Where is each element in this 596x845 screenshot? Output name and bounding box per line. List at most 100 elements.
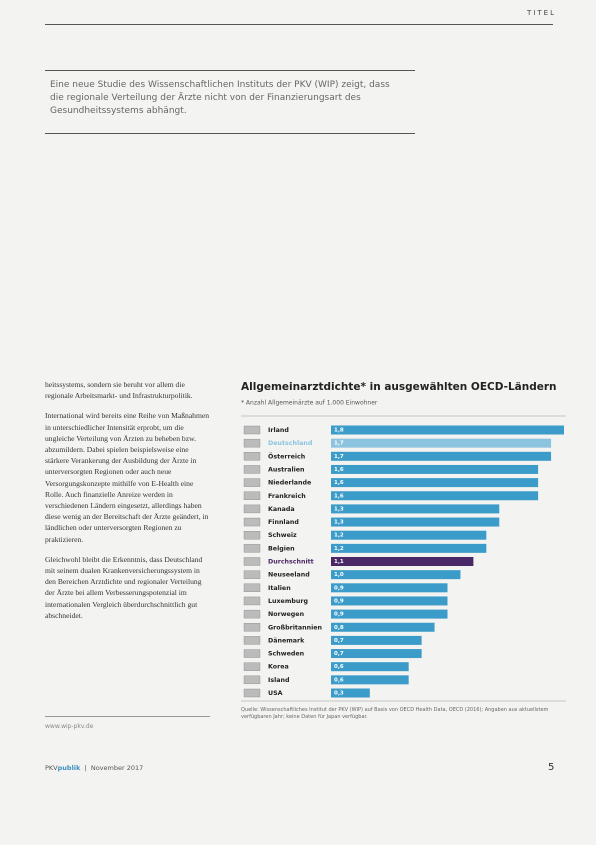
- body-text: heitssystems, sondern sie beruht vor all…: [45, 379, 210, 630]
- flag-icon: [243, 570, 261, 579]
- value-label: 0,3: [334, 691, 344, 697]
- value-label: 1,6: [334, 480, 344, 486]
- category-label: Deutschland: [268, 440, 312, 447]
- flag-icon: [243, 478, 261, 487]
- rule: [45, 24, 553, 25]
- value-label: 0,7: [334, 651, 344, 657]
- value-label: 1,2: [334, 533, 344, 539]
- flag-icon: [243, 623, 261, 632]
- value-label: 0,6: [334, 664, 344, 670]
- bar: [331, 504, 500, 514]
- category-label: Großbritannien: [268, 624, 322, 631]
- value-label: 0,9: [334, 585, 344, 591]
- section-label: TITEL: [527, 9, 556, 17]
- flag-icon: [243, 596, 261, 606]
- category-label: Frankreich: [268, 493, 306, 500]
- bar: [331, 557, 474, 566]
- category-label: Neuseeland: [268, 572, 310, 579]
- flag-icon: [243, 583, 261, 592]
- category-label: Korea: [268, 664, 289, 671]
- flag-icon: [243, 609, 261, 619]
- category-label: Finnland: [268, 519, 299, 526]
- bar: [331, 583, 448, 593]
- paragraph: heitssystems, sondern sie beruht vor all…: [45, 380, 193, 401]
- value-label: 1,7: [334, 454, 344, 460]
- chart-title: Allgemeinarztdichte* in ausgewählten OEC…: [241, 381, 557, 393]
- paragraph: International wird bereits eine Reihe vo…: [45, 411, 210, 544]
- value-label: 1,6: [334, 467, 344, 473]
- value-label: 0,9: [334, 612, 344, 618]
- brand-prefix: PKV: [45, 764, 58, 772]
- flag-icon: [243, 675, 261, 685]
- intro: Eine neue Studie des Wissenschaftlichen …: [50, 80, 390, 116]
- bar: [331, 438, 552, 448]
- bar: [331, 649, 422, 659]
- bar: [331, 491, 539, 501]
- page-number: 5: [548, 762, 555, 773]
- footer: PKVpublik | November 2017: [45, 764, 144, 772]
- category-label: Italien: [268, 585, 291, 592]
- rule: [45, 70, 415, 71]
- rule: [45, 716, 210, 717]
- chart-subtitle: * Anzahl Allgemeinärzte auf 1.000 Einwoh…: [241, 400, 378, 407]
- flag-icon: [243, 491, 261, 500]
- issue: November 2017: [90, 764, 144, 772]
- bar: [331, 635, 422, 645]
- bar: [331, 570, 461, 580]
- link[interactable]: www.wip-pkv.de: [45, 723, 94, 730]
- bar: [331, 478, 539, 488]
- category-label: Schweiz: [268, 532, 297, 539]
- category-label: USA: [268, 690, 283, 697]
- category-label: Niederlande: [268, 480, 311, 487]
- flag-icon: [243, 504, 261, 514]
- rule: [45, 133, 415, 134]
- flag-icon: [243, 662, 261, 671]
- value-label: 1,7: [334, 441, 344, 447]
- category-label: Belgien: [268, 545, 295, 552]
- flag-icon: [243, 425, 261, 435]
- bar: [331, 425, 564, 435]
- bar: [331, 622, 435, 632]
- category-label: Irland: [268, 427, 289, 434]
- source-box: Quelle: Wissenschaftliches Institut der …: [241, 707, 549, 720]
- flag-icon: [243, 531, 261, 540]
- value-label: 1,1: [334, 559, 344, 565]
- category-label: Schweden: [268, 651, 304, 658]
- value-label: 1,3: [334, 520, 344, 526]
- category-label: Dänemark: [268, 637, 305, 644]
- source: Quelle: Wissenschaftliches Institut der …: [241, 707, 549, 720]
- bar: [331, 451, 552, 461]
- bar: [331, 675, 409, 685]
- bar: [331, 530, 487, 540]
- flag-icon: [243, 688, 261, 698]
- bar: [331, 543, 487, 553]
- bar: [331, 596, 448, 606]
- paragraph: Gleichwohl bleibt die Erkenntnis, dass D…: [45, 554, 203, 620]
- bar: [331, 517, 500, 527]
- value-label: 1,0: [334, 572, 344, 578]
- flag-icon: [243, 557, 261, 566]
- category-label: Island: [268, 677, 290, 684]
- category-label: Norwegen: [268, 611, 304, 618]
- value-label: 0,9: [334, 598, 344, 604]
- flag-icon: [243, 649, 261, 658]
- flag-icon: [243, 517, 261, 527]
- value-label: 1,8: [334, 428, 344, 434]
- category-label: Australien: [268, 466, 305, 473]
- value-label: 1,6: [334, 493, 344, 499]
- value-label: 1,3: [334, 506, 344, 512]
- bar: [331, 688, 370, 698]
- value-label: 0,7: [334, 638, 344, 644]
- flag-icon: [243, 465, 261, 474]
- category-label: Kanada: [268, 506, 295, 513]
- bar: [331, 662, 409, 672]
- category-label: Österreich: [268, 451, 305, 460]
- bar: [331, 464, 539, 474]
- value-label: 1,2: [334, 546, 344, 552]
- value-label: 0,8: [334, 625, 344, 631]
- flag-icon: [243, 544, 261, 553]
- brand: publik: [57, 764, 81, 772]
- category-label: Luxemburg: [268, 598, 308, 605]
